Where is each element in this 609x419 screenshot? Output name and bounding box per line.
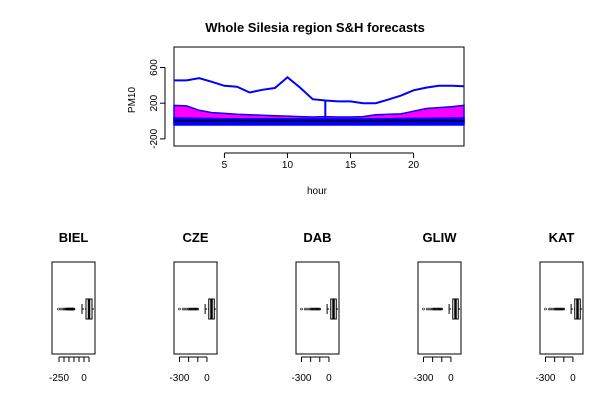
main-series-group [173, 75, 465, 126]
boxplot-outlier [57, 307, 60, 311]
boxplot-outlier [440, 307, 444, 311]
boxplot-tick-label: 0 [81, 373, 87, 384]
boxplot-tick-label: 0 [570, 373, 576, 384]
boxplot-outlier [317, 307, 321, 311]
forecast-band-blue [173, 117, 465, 126]
boxplot-outlier [178, 307, 181, 311]
main-x-tick-label: 10 [282, 160, 294, 171]
forecast-upper-line [174, 75, 465, 105]
boxplot-tick-label: -300 [535, 373, 555, 384]
main-x-tick-label: 20 [408, 160, 420, 171]
boxplot-title: BIEL [59, 230, 89, 245]
main-y-tick-label: -200 [149, 128, 160, 148]
boxplot-panel-dab: DAB -300 0 [291, 230, 340, 384]
main-x-tick-label: 15 [345, 160, 357, 171]
boxplot-outlier [544, 307, 547, 311]
main-x-axis: 5 10 15 20 [222, 152, 420, 171]
boxplot-frame [417, 261, 462, 355]
boxplot-title: CZE [183, 230, 209, 245]
boxplot-outlier [72, 307, 76, 311]
main-y-tick-label: 200 [149, 94, 160, 111]
main-y-axis: -200 200 600 [149, 59, 166, 149]
boxplot-title: KAT [549, 230, 575, 245]
boxplot-outlier [562, 307, 566, 311]
boxplot-title: DAB [303, 230, 331, 245]
boxplot-frame [51, 261, 96, 355]
boxplot-outlier [318, 307, 322, 311]
boxplot-outlier [195, 307, 199, 311]
boxplot-tick-label: 0 [326, 373, 332, 384]
main-x-tick-label: 5 [222, 160, 228, 171]
boxplot-panel-biel: BIEL -250 0 [49, 230, 96, 384]
boxplot-frame [295, 261, 340, 355]
main-chart-title: Whole Silesia region S&H forecasts [205, 20, 425, 35]
boxplot-panel-gliw: GLIW -300 0 [413, 230, 462, 384]
main-y-tick-label: 600 [149, 59, 160, 76]
boxplot-tick-label: -300 [291, 373, 311, 384]
boxplot-outlier [61, 307, 65, 311]
boxplot-outlier [196, 307, 200, 311]
main-plot-frame [173, 46, 465, 147]
boxplot-panels: BIEL -250 0 CZE -300 0 DAB -300 0 GLIW -300 0 KAT -30… [49, 230, 584, 384]
boxplot-outlier [439, 307, 443, 311]
boxplot-panel-cze: CZE -300 0 [169, 230, 218, 384]
boxplot-outlier [300, 307, 303, 311]
boxplot-tick-label: -300 [413, 373, 433, 384]
boxplot-tick-label: -300 [169, 373, 189, 384]
boxplot-outlier [422, 307, 425, 311]
boxplot-tick-label: 0 [204, 373, 210, 384]
main-x-axis-label: hour [307, 186, 328, 197]
boxplot-tick-label: -250 [49, 373, 69, 384]
main-chart: Whole Silesia region S&H forecasts 5 10 15… [127, 20, 465, 197]
boxplot-frame [173, 261, 218, 355]
boxplot-outlier [561, 307, 565, 311]
boxplot-panel-kat: KAT -300 0 [535, 230, 584, 384]
boxplot-title: GLIW [423, 230, 458, 245]
boxplot-frame [539, 261, 584, 355]
boxplot-tick-label: 0 [448, 373, 454, 384]
main-y-axis-label: PM10 [127, 87, 138, 114]
